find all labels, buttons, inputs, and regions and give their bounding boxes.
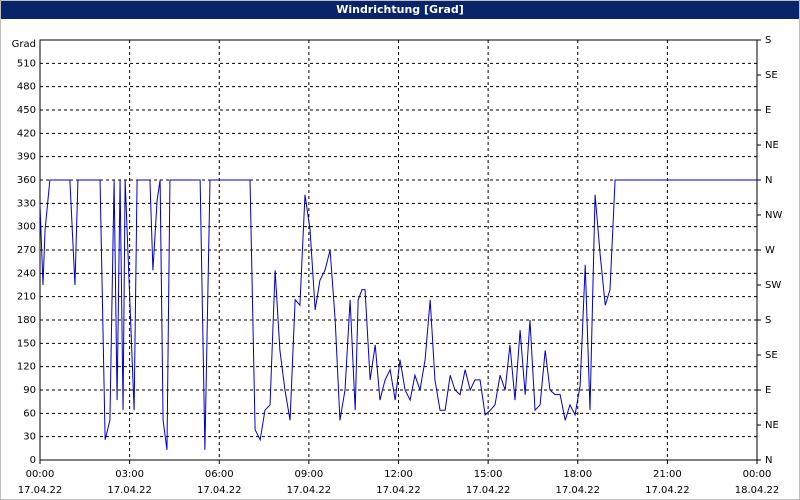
y2-tick-label: E [765, 105, 771, 116]
y2-tick-label: NW [765, 210, 782, 221]
x-tick-label: 06:00 [205, 469, 234, 480]
x-tick-label: 18:00 [563, 469, 592, 480]
y-tick-label: 480 [17, 82, 36, 93]
y2-tick-label: S [765, 35, 771, 46]
x-tick-date: 17.04.22 [18, 485, 63, 496]
title-bar [1, 1, 799, 19]
y-tick-label: 90 [23, 385, 36, 396]
x-tick-label: 09:00 [294, 469, 323, 480]
y-axis-label: Grad [12, 39, 36, 50]
y2-tick-label: SE [765, 70, 778, 81]
y-tick-label: 330 [17, 198, 36, 209]
y-tick-label: 180 [17, 315, 36, 326]
y2-tick-label: NE [765, 140, 779, 151]
y-tick-label: 150 [17, 338, 36, 349]
y-tick-label: 510 [17, 58, 36, 69]
x-tick-label: 03:00 [115, 469, 144, 480]
y-tick-label: 210 [17, 292, 36, 303]
y2-tick-label: NE [765, 420, 779, 431]
y-tick-label: 270 [17, 245, 36, 256]
x-tick-date: 17.04.22 [555, 485, 600, 496]
y-tick-label: 360 [17, 175, 36, 186]
y-tick-label: 120 [17, 362, 36, 373]
y2-tick-label: SE [765, 350, 778, 361]
x-tick-label: 12:00 [384, 469, 413, 480]
y2-tick-label: N [765, 455, 772, 466]
y-tick-label: 0 [30, 455, 36, 466]
x-tick-date: 17.04.22 [197, 485, 242, 496]
x-tick-date: 17.04.22 [287, 485, 332, 496]
y-tick-label: 60 [23, 408, 36, 419]
data-line [39, 179, 757, 450]
x-tick-date: 17.04.22 [107, 485, 152, 496]
x-tick-label: 21:00 [653, 469, 682, 480]
y-tick-label: 420 [17, 128, 36, 139]
y-tick-label: 240 [17, 268, 36, 279]
y2-tick-label: E [765, 385, 771, 396]
x-tick-label: 15:00 [474, 469, 503, 480]
y2-tick-label: S [765, 315, 771, 326]
y-tick-label: 390 [17, 152, 36, 163]
y2-tick-label: N [765, 175, 772, 186]
chart-title: Windrichtung [Grad] [336, 3, 464, 16]
x-tick-date: 17.04.22 [376, 485, 421, 496]
y2-tick-label: SW [765, 280, 781, 291]
x-tick-label: 00:00 [743, 469, 772, 480]
y-tick-label: 300 [17, 222, 36, 233]
plot-border [39, 39, 758, 461]
x-tick-date: 18.04.22 [735, 485, 780, 496]
y2-tick-label: W [765, 245, 775, 256]
y-tick-label: 30 [23, 432, 36, 443]
x-tick-date: 17.04.22 [466, 485, 511, 496]
y-tick-label: 450 [17, 105, 36, 116]
x-tick-date: 17.04.22 [645, 485, 690, 496]
x-tick-label: 00:00 [26, 469, 55, 480]
